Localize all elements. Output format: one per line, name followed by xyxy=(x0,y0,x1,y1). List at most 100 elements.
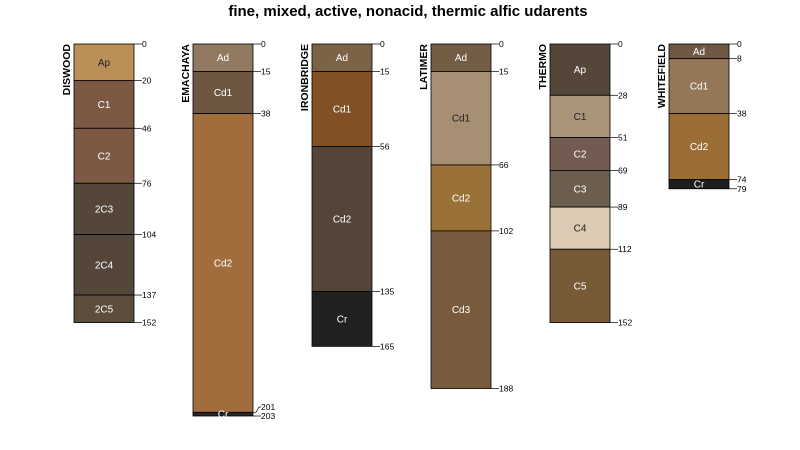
horizon-c2 xyxy=(73,127,135,184)
profiles-group: Ap C1 C2 2C3 2C4 2C5 DISWOOD 0 20 46 76 104 137 152 Ad… xyxy=(61,39,747,421)
depth-label: 46 xyxy=(142,123,152,133)
depth-label: 112 xyxy=(618,244,632,254)
horizon-label: Cd2 xyxy=(452,193,471,204)
depth-label: 0 xyxy=(380,39,385,49)
depth-label: 203 xyxy=(261,411,275,421)
depth-label: 38 xyxy=(737,109,747,119)
horizon-label: 2C3 xyxy=(95,204,114,215)
horizon-cr xyxy=(668,179,730,190)
horizon-c1 xyxy=(549,94,611,138)
horizon-2c3 xyxy=(73,182,135,235)
depth-label: 15 xyxy=(499,66,509,76)
profile-name: EMACHAYA xyxy=(180,44,192,103)
horizon-label: Ap xyxy=(98,58,111,69)
depth-label: 137 xyxy=(142,290,156,300)
horizon-label: Cd1 xyxy=(214,88,233,99)
horizon-ad xyxy=(430,43,492,72)
horizon-label: Ad xyxy=(336,53,348,64)
horizon-label: 2C4 xyxy=(95,260,114,271)
depth-label: 38 xyxy=(261,109,271,119)
horizon-label: C3 xyxy=(574,184,587,195)
horizon-cd1 xyxy=(192,71,254,115)
depth-label: 152 xyxy=(618,318,632,328)
depth-label: 74 xyxy=(737,175,747,185)
depth-label: 51 xyxy=(618,132,628,142)
horizon-label: C2 xyxy=(574,149,587,160)
horizon-label: Ap xyxy=(574,65,587,76)
depth-label: 20 xyxy=(142,76,152,86)
profile-name: IRONBRIDGE xyxy=(299,44,311,111)
depth-label: 104 xyxy=(142,230,156,240)
depth-label: 0 xyxy=(618,39,623,49)
horizon-cr xyxy=(192,411,254,417)
chart-title: fine, mixed, active, nonacid, thermic al… xyxy=(228,3,587,20)
horizon-label: Cd2 xyxy=(333,215,352,226)
horizon-cd1 xyxy=(430,71,492,166)
depth-label: 0 xyxy=(142,39,147,49)
horizon-c4 xyxy=(549,206,611,250)
depth-label: 165 xyxy=(380,341,394,351)
depth-label: 69 xyxy=(618,165,628,175)
horizon-label: Ad xyxy=(693,47,705,58)
horizon-c3 xyxy=(549,170,611,208)
horizon-2c4 xyxy=(73,234,135,296)
horizon-ad xyxy=(192,43,254,72)
horizon-cd1 xyxy=(311,71,373,148)
horizon-label: Cr xyxy=(694,180,705,191)
depth-label: 0 xyxy=(261,39,266,49)
horizon-label: C2 xyxy=(98,151,111,162)
horizon-2c5 xyxy=(73,294,135,323)
depth-label: 135 xyxy=(380,286,394,296)
horizon-label: Cd1 xyxy=(452,114,471,125)
profile-ironbridge: Ad Cd1 Cd2 Cr IRONBRIDGE 0 15 56 135 165 xyxy=(299,39,394,351)
horizon-label: Cr xyxy=(337,314,348,325)
horizon-cd2 xyxy=(430,164,492,232)
depth-label: 15 xyxy=(380,66,390,76)
horizon-label: Cd2 xyxy=(690,142,709,153)
depth-label: 8 xyxy=(737,54,742,64)
horizon-label: Ad xyxy=(217,53,229,64)
depth-label: 79 xyxy=(737,184,747,194)
horizon-ap xyxy=(549,43,611,96)
profile-thermo: Ap C1 C2 C3 C4 C5 THERMO 0 28 51 69 89 112 152 xyxy=(537,39,632,328)
depth-label: 0 xyxy=(499,39,504,49)
depth-label: 89 xyxy=(618,202,628,212)
depth-label: 15 xyxy=(261,66,271,76)
depth-label: 188 xyxy=(499,384,513,394)
profile-name: DISWOOD xyxy=(61,44,73,96)
horizon-cr xyxy=(311,290,373,347)
profile-name: LATIMER xyxy=(418,44,430,90)
profile-diswood: Ap C1 C2 2C3 2C4 2C5 DISWOOD 0 20 46 76 104 137 152 xyxy=(61,39,156,328)
depth-label: 28 xyxy=(618,90,628,100)
horizon-ap xyxy=(73,43,135,82)
horizon-label: C5 xyxy=(574,281,587,292)
depth-label: 66 xyxy=(499,160,509,170)
horizon-label: C1 xyxy=(574,112,587,123)
depth-label: 102 xyxy=(499,226,513,236)
horizon-label: C1 xyxy=(98,100,111,111)
horizon-cd3 xyxy=(430,230,492,389)
depth-label: 152 xyxy=(142,318,156,328)
horizon-label: Cr xyxy=(218,410,229,421)
depth-label: 201 xyxy=(261,402,275,412)
depth-label: 56 xyxy=(380,142,390,152)
horizon-cd1 xyxy=(668,58,730,115)
horizon-label: Cd1 xyxy=(690,82,709,93)
horizon-label: Cd2 xyxy=(214,258,233,269)
horizon-cd2 xyxy=(311,146,373,292)
profile-latimer: Ad Cd1 Cd2 Cd3 LATIMER 0 15 66 102 188 xyxy=(418,39,513,394)
horizon-label: Cd1 xyxy=(333,105,352,116)
depth-label: 76 xyxy=(142,178,152,188)
depth-label: 0 xyxy=(737,39,742,49)
horizon-label: C4 xyxy=(574,224,587,235)
horizon-label: Cd3 xyxy=(452,305,471,316)
horizon-cd2 xyxy=(668,113,730,181)
horizon-label: Ad xyxy=(455,53,467,64)
horizon-c1 xyxy=(73,80,135,129)
horizon-cd2 xyxy=(192,113,254,413)
profile-name: WHITEFIELD xyxy=(656,44,668,109)
profile-name: THERMO xyxy=(537,44,549,90)
